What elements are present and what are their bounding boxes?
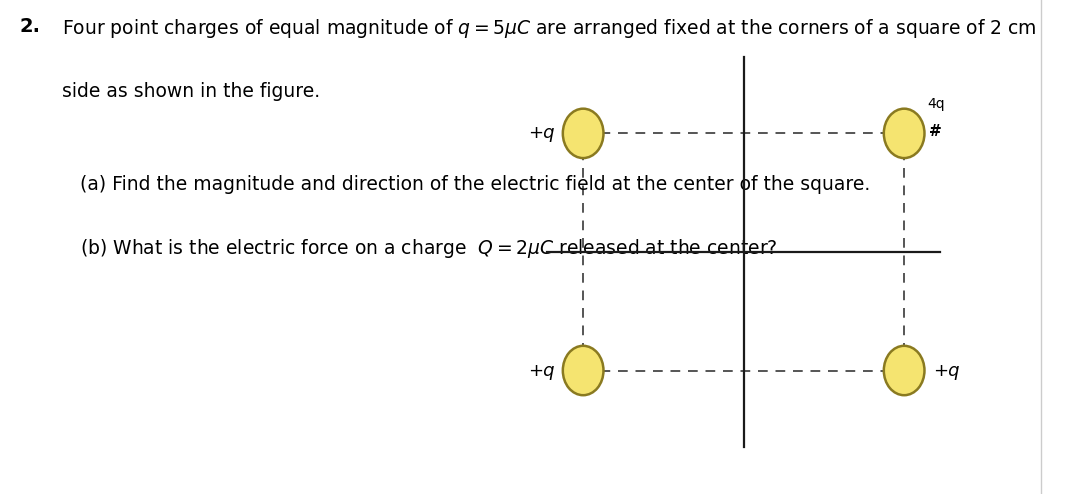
Ellipse shape [563,346,603,395]
Text: +q: +q [933,362,960,379]
Text: Four point charges of equal magnitude of $q = 5\mu C$ are arranged fixed at the : Four point charges of equal magnitude of… [62,17,1037,41]
Text: +q: +q [528,362,554,379]
Text: +q: +q [528,124,554,142]
Text: side as shown in the figure.: side as shown in the figure. [62,82,320,100]
Text: 2.: 2. [19,17,41,36]
Text: $\bf{\#}$: $\bf{\#}$ [928,123,942,139]
Ellipse shape [563,109,603,158]
Text: 4q: 4q [928,97,945,111]
Text: (a) Find the magnitude and direction of the electric field at the center of the : (a) Find the magnitude and direction of … [80,175,871,194]
Ellipse shape [884,109,924,158]
Ellipse shape [884,346,924,395]
Text: (b) What is the electric force on a charge  $Q = 2\mu C$ released at the center?: (b) What is the electric force on a char… [80,237,778,260]
